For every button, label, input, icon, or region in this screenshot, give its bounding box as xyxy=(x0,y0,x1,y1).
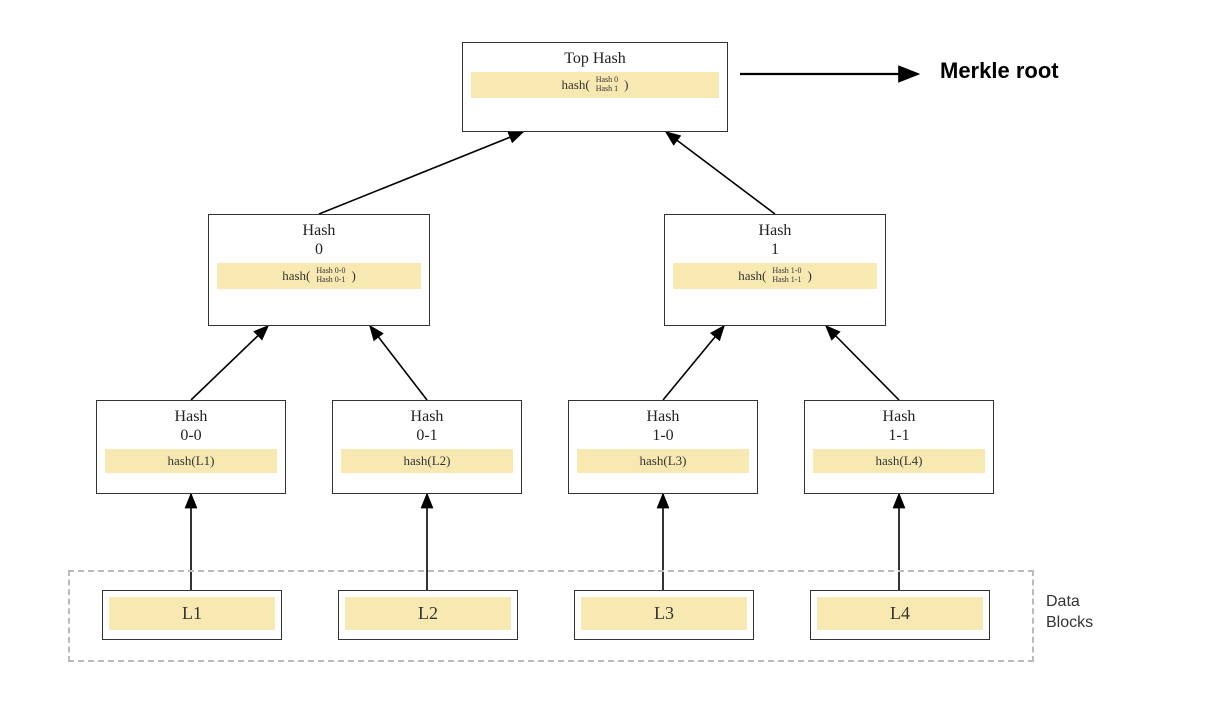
hash-expression: hash( Hash 0 Hash 1 ) xyxy=(471,72,719,98)
hash-expression: hash(L1) xyxy=(105,449,277,473)
node-title: Hash xyxy=(209,221,429,240)
node-title: Hash xyxy=(333,407,521,426)
data-blocks-label: DataBlocks xyxy=(1046,592,1093,634)
node-title: Hash xyxy=(665,221,885,240)
node-subtitle: 1-1 xyxy=(805,426,993,445)
node-title: Hash xyxy=(805,407,993,426)
node-hash-0-1: Hash 0-1 hash(L2) xyxy=(332,400,522,494)
hash-expression: hash( Hash 1-0 Hash 1-1 ) xyxy=(673,263,877,289)
node-hash-1: Hash 1 hash( Hash 1-0 Hash 1-1 ) xyxy=(664,214,886,326)
node-hash-1-1: Hash 1-1 hash(L4) xyxy=(804,400,994,494)
node-subtitle: 1-0 xyxy=(569,426,757,445)
leaf-label: L1 xyxy=(109,597,275,630)
node-title: Hash xyxy=(569,407,757,426)
hash-expression: hash(L4) xyxy=(813,449,985,473)
node-subtitle: 1 xyxy=(665,240,885,259)
node-subtitle: 0-0 xyxy=(97,426,285,445)
node-title: Top Hash xyxy=(463,49,727,68)
leaf-label: L4 xyxy=(817,597,983,630)
node-title: Hash xyxy=(97,407,285,426)
node-subtitle: 0 xyxy=(209,240,429,259)
merkle-root-label: Merkle root xyxy=(940,58,1059,84)
leaf-l2: L2 xyxy=(338,590,518,640)
hash-expression: hash(L2) xyxy=(341,449,513,473)
leaf-l1: L1 xyxy=(102,590,282,640)
leaf-l4: L4 xyxy=(810,590,990,640)
leaf-label: L3 xyxy=(581,597,747,630)
hash-expression: hash(L3) xyxy=(577,449,749,473)
node-top-hash: Top Hash hash( Hash 0 Hash 1 ) xyxy=(462,42,728,132)
node-hash-0-0: Hash 0-0 hash(L1) xyxy=(96,400,286,494)
node-hash-1-0: Hash 1-0 hash(L3) xyxy=(568,400,758,494)
node-hash-0: Hash 0 hash( Hash 0-0 Hash 0-1 ) xyxy=(208,214,430,326)
leaf-l3: L3 xyxy=(574,590,754,640)
node-subtitle: 0-1 xyxy=(333,426,521,445)
leaf-label: L2 xyxy=(345,597,511,630)
hash-expression: hash( Hash 0-0 Hash 0-1 ) xyxy=(217,263,421,289)
